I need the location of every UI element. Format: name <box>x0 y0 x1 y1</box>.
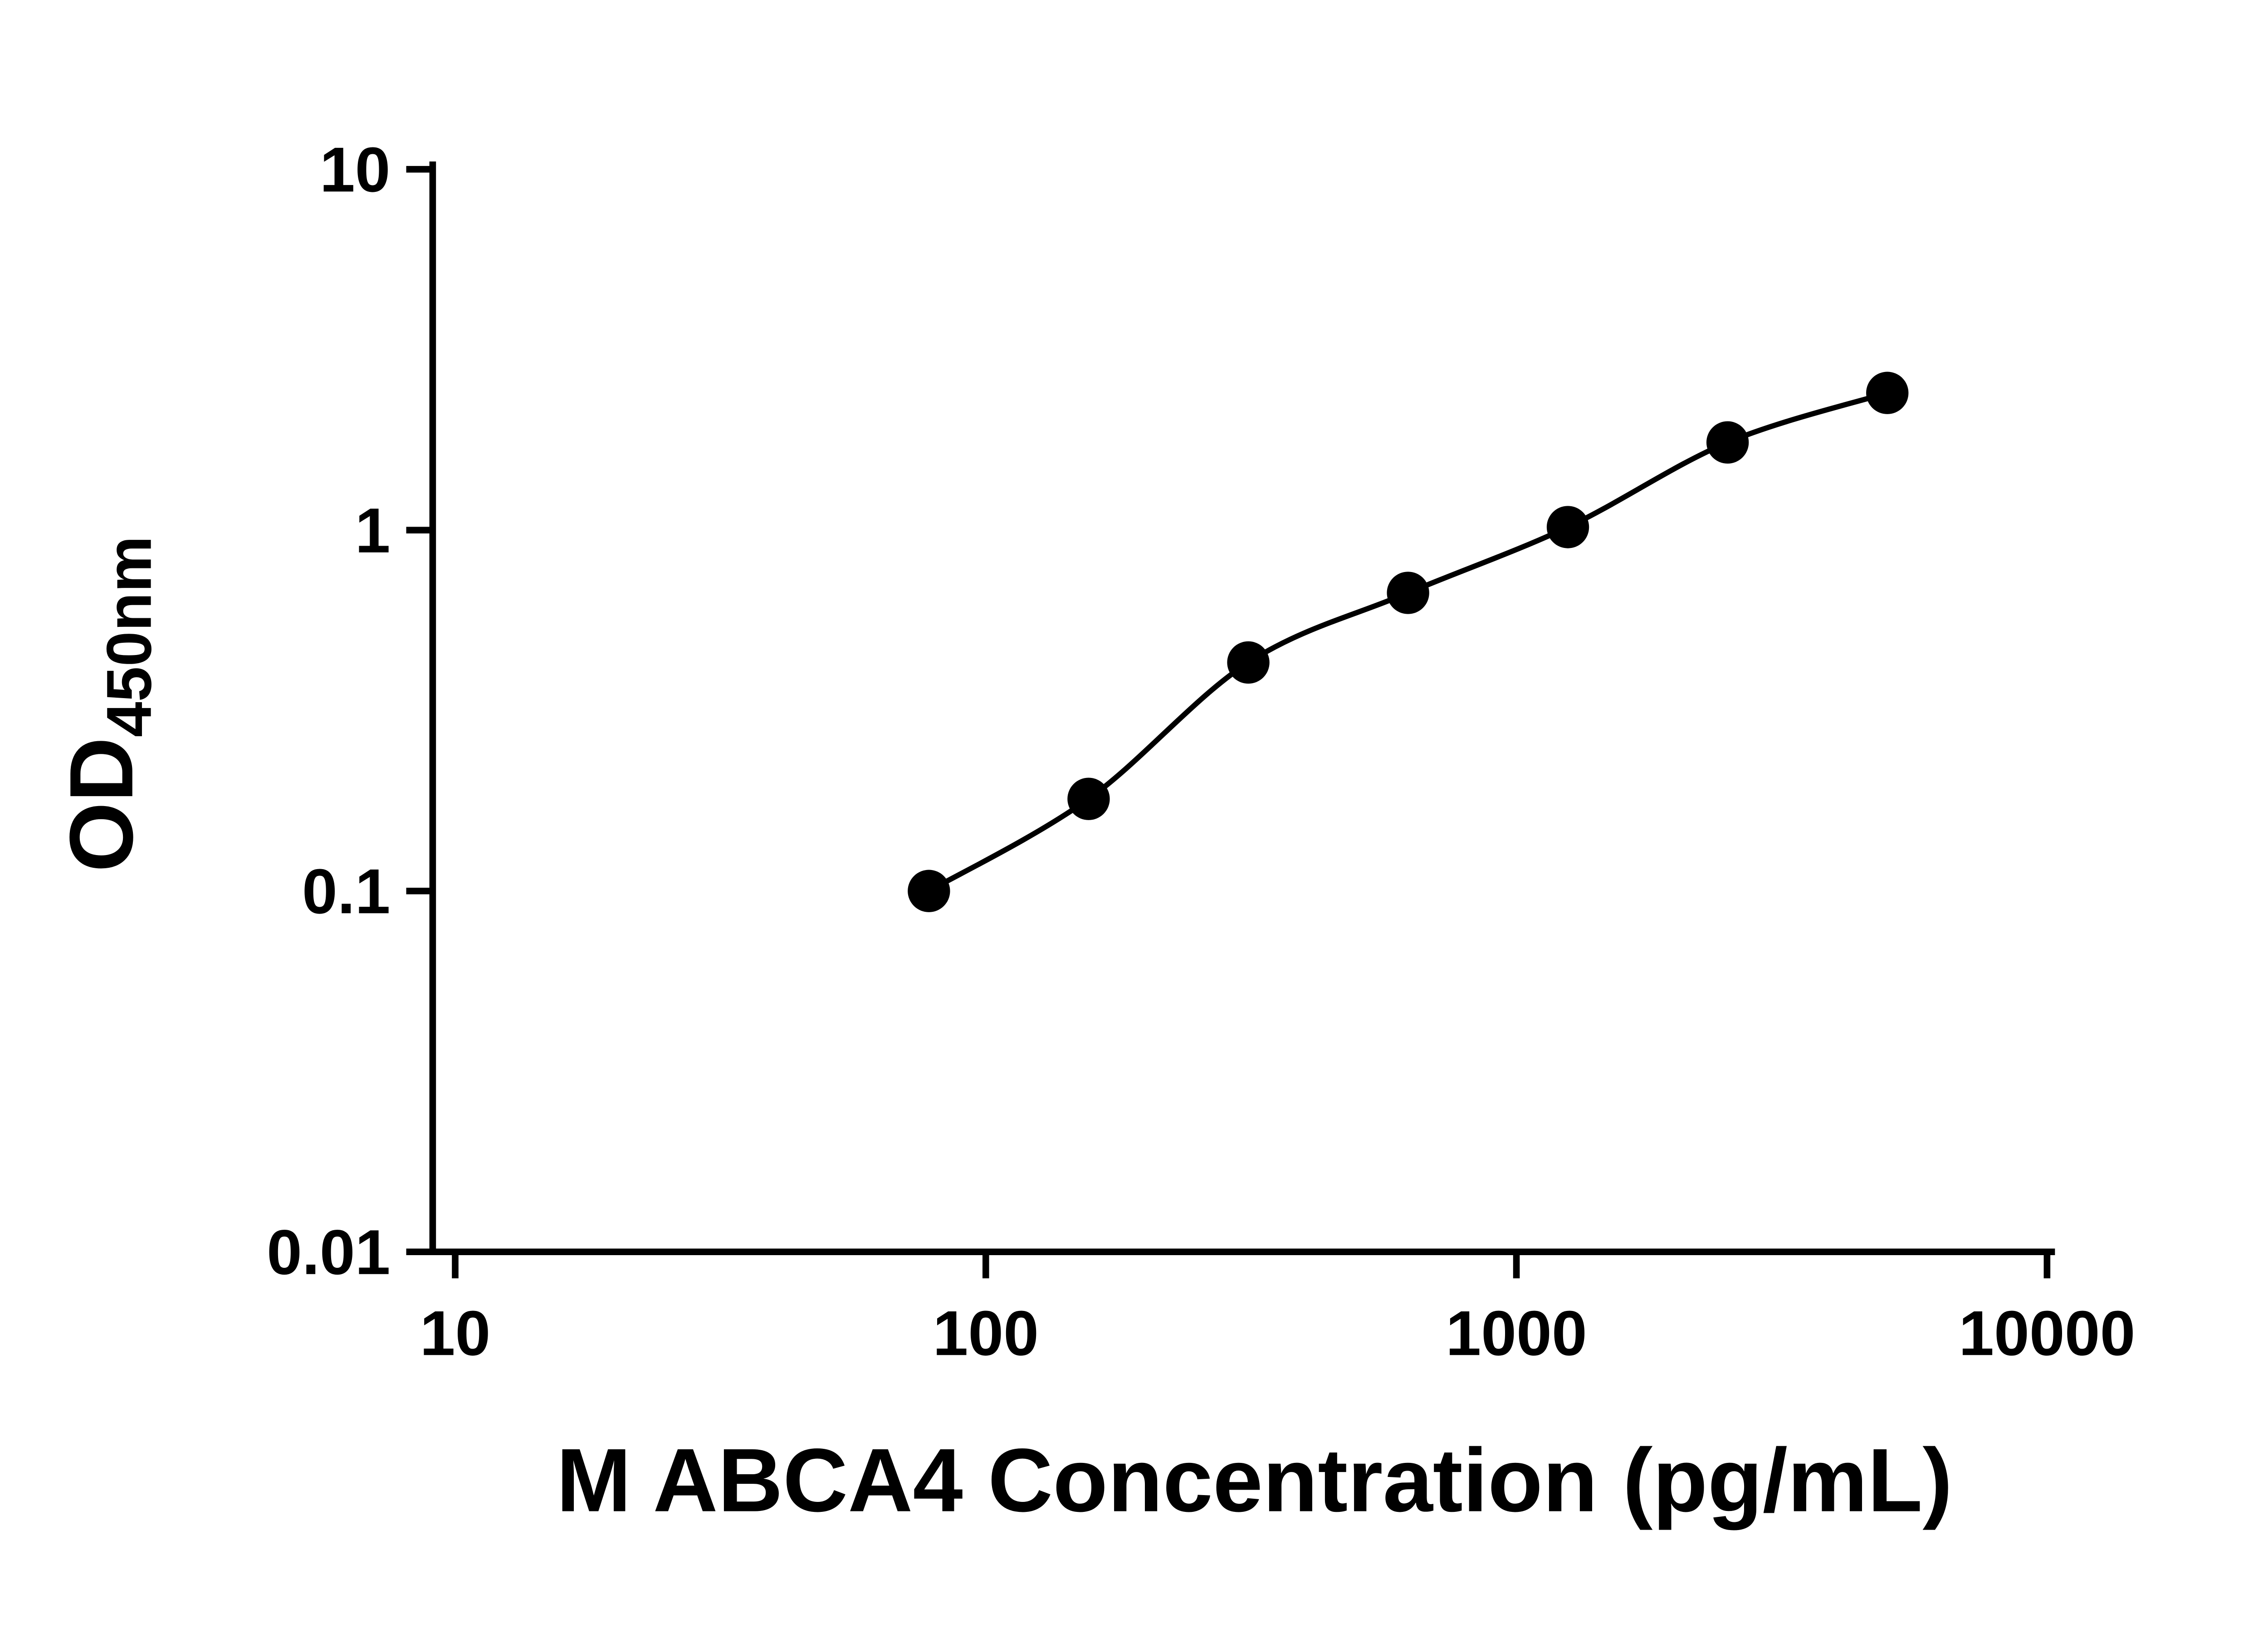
y-tick-label: 0.1 <box>302 856 391 927</box>
fit-curve-line <box>926 390 1890 894</box>
y-tick-label: 0.01 <box>267 1217 391 1288</box>
data-point-marker <box>1546 506 1589 548</box>
data-point-marker <box>1227 641 1270 684</box>
data-point-marker <box>1866 372 1909 414</box>
y-axis-title-subscript: 450nm <box>93 536 165 737</box>
y-tick-labels: 0.01 0.1 1 10 <box>267 134 391 1288</box>
data-point-marker <box>1387 572 1429 614</box>
data-point-marker <box>1706 421 1749 464</box>
tick-marks <box>406 166 2051 1279</box>
axis-lines <box>429 161 2055 1256</box>
y-axis-title: OD450nm <box>51 536 165 872</box>
data-point-marker <box>1067 777 1110 820</box>
x-axis-title: M ABCA4 Concentration (pg/mL) <box>556 1430 1952 1531</box>
x-tick-label: 1000 <box>1446 1297 1587 1369</box>
y-axis-title-main: OD <box>51 737 152 872</box>
x-tick-label: 10 <box>420 1297 491 1369</box>
x-tick-labels: 10 100 1000 10000 <box>420 1297 2136 1369</box>
x-tick-label: 10000 <box>1959 1297 2135 1369</box>
y-tick-label: 1 <box>355 495 391 566</box>
y-tick-label: 10 <box>320 134 391 205</box>
data-point-marker <box>908 870 950 912</box>
data-point-group <box>908 372 1909 912</box>
x-tick-label: 100 <box>933 1297 1039 1369</box>
